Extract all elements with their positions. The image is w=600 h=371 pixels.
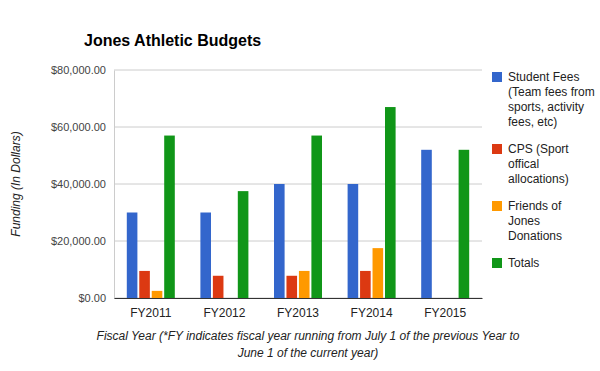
legend-label: CPS (Sportofficalallocations) [508, 142, 569, 186]
legend-item: Student Fees(Team fees fromsports, activ… [492, 70, 595, 129]
chart: $0.00 $20,000.00 $40,000.00 $60,000.00 $80,0… [0, 0, 600, 371]
bar [299, 271, 310, 298]
bar [152, 291, 163, 298]
bar [139, 271, 150, 298]
bar [238, 191, 249, 298]
bar [286, 276, 297, 298]
y-tick-label: $20,000.00 [51, 235, 106, 247]
y-tick: $60,000.00 [51, 121, 114, 133]
y-tick-label: $60,000.00 [51, 121, 106, 133]
x-tick: FY2014 [351, 306, 393, 320]
bar [360, 271, 371, 298]
legend-item: CPS (Sportofficalallocations) [492, 142, 569, 186]
y-axis-title: Funding (In Dollars) [9, 131, 23, 236]
bar [274, 184, 285, 298]
x-tick-label: FY2012 [203, 306, 245, 320]
legend-item: Totals [492, 256, 539, 270]
series [152, 248, 383, 298]
legend-swatch [492, 72, 502, 82]
y-tick: $80,000.00 [51, 64, 114, 76]
y-axis-line [114, 71, 115, 299]
grid [114, 70, 482, 298]
legend-label: Friends ofJonesDonations [508, 199, 562, 243]
bar [127, 213, 138, 299]
y-axis: $0.00 $20,000.00 $40,000.00 $60,000.00 $80,0… [51, 64, 115, 304]
legend: Student Fees(Team fees fromsports, activ… [492, 70, 595, 270]
grid-line [114, 70, 482, 71]
bar [459, 150, 470, 298]
bar [348, 184, 359, 298]
title: Jones Athletic Budgets [84, 32, 261, 49]
grid-line [114, 127, 482, 128]
bar [200, 213, 211, 299]
legend-swatch [492, 258, 502, 268]
x-tick: FY2011 [130, 306, 171, 320]
bar [311, 136, 322, 298]
x-tick-label: FY2015 [424, 306, 466, 320]
y-tick: $20,000.00 [51, 235, 114, 247]
y-tick-label: $40,000.00 [51, 178, 106, 190]
x-axis: FY2011 FY2012 FY2013 FY2014 FY2015 [115, 299, 483, 320]
legend-swatch [492, 144, 502, 154]
x-tick-label: FY2014 [351, 306, 393, 320]
y-tick: $0.00 [78, 292, 114, 304]
x-tick: FY2013 [277, 306, 319, 320]
bars [127, 107, 469, 298]
legend-label: Student Fees(Team fees fromsports, activ… [508, 70, 595, 129]
legend-item: Friends ofJonesDonations [492, 199, 562, 243]
legend-swatch [492, 201, 502, 211]
y-tick-label: $0.00 [78, 292, 106, 304]
y-tick-label: $80,000.00 [51, 64, 106, 76]
bar [385, 107, 396, 298]
x-tick-label: FY2013 [277, 306, 319, 320]
series [164, 107, 469, 298]
y-tick: $40,000.00 [51, 178, 114, 190]
legend-label: Totals [508, 256, 539, 270]
bar [164, 136, 175, 298]
bar [373, 248, 384, 298]
x-axis-title: Fiscal Year (*FY indicates fiscal year r… [97, 329, 520, 360]
bar [213, 276, 224, 298]
x-tick: FY2012 [203, 306, 245, 320]
x-tick-label: FY2011 [130, 306, 171, 320]
x-axis-line [115, 298, 483, 299]
bar [421, 150, 432, 298]
x-tick: FY2015 [424, 306, 466, 320]
